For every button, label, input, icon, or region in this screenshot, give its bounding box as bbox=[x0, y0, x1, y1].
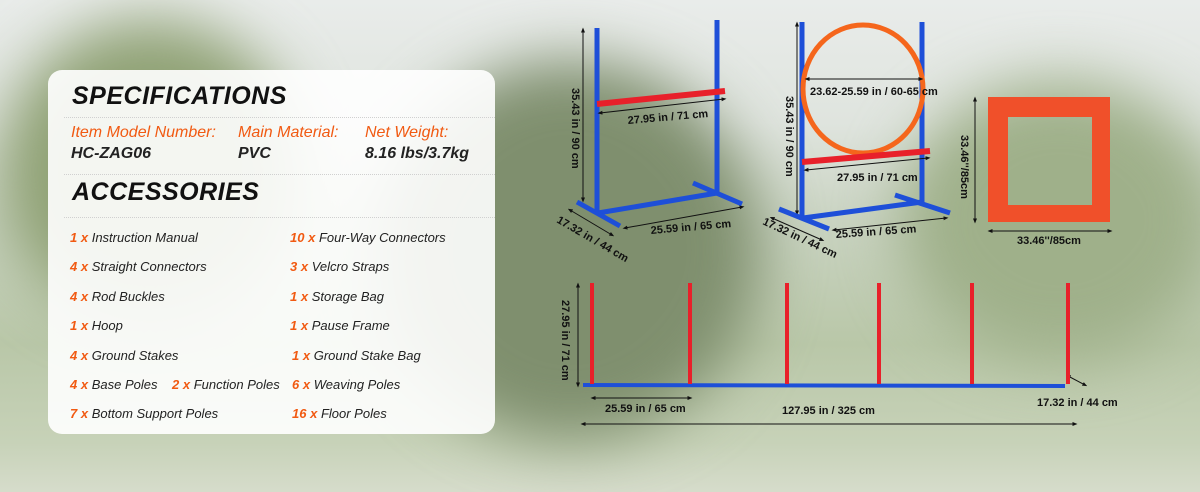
spec-label: Item Model Number: bbox=[71, 124, 216, 141]
accessory-item: 4 x Straight Connectors bbox=[70, 259, 207, 274]
accessory-qty: 4 bbox=[70, 289, 78, 304]
accessory-x: x bbox=[308, 230, 316, 245]
accessory-name: Ground Stake Bag bbox=[313, 348, 421, 363]
accessory-item: 16 x Floor Poles bbox=[292, 406, 387, 421]
accessory-item: 2 x Function Poles bbox=[172, 377, 280, 392]
accessory-qty: 1 bbox=[70, 230, 78, 245]
specifications-card: SPECIFICATIONS Item Model Number: HC-ZAG… bbox=[48, 70, 495, 434]
accessory-name: Ground Stakes bbox=[91, 348, 179, 363]
accessory-qty: 4 bbox=[70, 377, 78, 392]
dimension-label: 27.95 in / 71 cm bbox=[837, 172, 918, 184]
divider bbox=[64, 117, 495, 118]
accessory-x: x bbox=[80, 318, 89, 333]
accessory-name: Straight Connectors bbox=[91, 259, 207, 274]
accessory-name: Bottom Support Poles bbox=[91, 406, 219, 421]
dimension-label: 25.59 in / 65 cm bbox=[835, 223, 917, 241]
accessory-x: x bbox=[80, 377, 89, 392]
spec-value: PVC bbox=[238, 145, 271, 162]
accessory-item: 4 x Rod Buckles bbox=[70, 289, 165, 304]
accessory-name: Weaving Poles bbox=[313, 377, 401, 392]
accessory-x: x bbox=[310, 406, 318, 421]
accessory-item: 7 x Bottom Support Poles bbox=[70, 406, 218, 421]
dimension-label: 17.32 in / 44 cm bbox=[555, 214, 631, 265]
accessory-qty: 7 bbox=[70, 406, 78, 421]
dimension-label: 23.62-25.59 in / 60-65 cm bbox=[810, 86, 938, 98]
spec-value: 8.16 lbs/3.7kg bbox=[365, 145, 470, 162]
accessory-x: x bbox=[302, 377, 311, 392]
accessory-name: Four-Way Connectors bbox=[318, 230, 446, 245]
specifications-title: SPECIFICATIONS bbox=[72, 82, 287, 110]
accessory-item: 1 x Hoop bbox=[70, 318, 123, 333]
accessory-qty: 10 bbox=[290, 230, 305, 245]
accessory-qty: 6 bbox=[292, 377, 300, 392]
accessory-item: 4 x Ground Stakes bbox=[70, 348, 178, 363]
accessory-qty: 1 bbox=[290, 289, 298, 304]
accessory-name: Velcro Straps bbox=[311, 259, 390, 274]
accessory-x: x bbox=[300, 318, 309, 333]
dimension-label: 33.46''/85cm bbox=[958, 135, 970, 199]
hurdle-jump-diagram: 35.43 in / 90 cm 27.95 in / 71 cm 25.59 … bbox=[555, 20, 745, 265]
accessory-x: x bbox=[80, 406, 89, 421]
dimension-label: 127.95 in / 325 cm bbox=[782, 405, 875, 417]
dimension-label: 35.43 in / 90 cm bbox=[783, 96, 795, 177]
accessory-item: 10 x Four-Way Connectors bbox=[290, 230, 446, 245]
accessory-name: Rod Buckles bbox=[91, 289, 165, 304]
pause-frame-diagram: 33.46''/85cm 33.46''/85cm bbox=[958, 96, 1113, 247]
accessory-x: x bbox=[302, 348, 311, 363]
spec-label: Main Material: bbox=[238, 124, 339, 141]
accessory-qty: 1 bbox=[70, 318, 78, 333]
accessory-item: 1 x Instruction Manual bbox=[70, 230, 198, 245]
accessory-x: x bbox=[80, 259, 89, 274]
accessory-name: Floor Poles bbox=[320, 406, 387, 421]
weave-poles-diagram: 27.95 in / 71 cm 25.59 in / 65 cm 127.95… bbox=[559, 282, 1118, 426]
accessory-x: x bbox=[80, 230, 89, 245]
accessory-item: 1 x Storage Bag bbox=[290, 289, 384, 304]
accessory-item: 6 x Weaving Poles bbox=[292, 377, 400, 392]
accessory-name: Pause Frame bbox=[311, 318, 390, 333]
accessory-name: Hoop bbox=[91, 318, 123, 333]
dimension-label: 17.32 in / 44 cm bbox=[1037, 397, 1118, 409]
accessory-qty: 1 bbox=[290, 318, 298, 333]
accessory-item: 4 x Base Poles bbox=[70, 377, 157, 392]
accessory-x: x bbox=[80, 289, 89, 304]
accessory-x: x bbox=[300, 259, 309, 274]
accessory-name: Instruction Manual bbox=[91, 230, 198, 245]
accessory-name: Base Poles bbox=[91, 377, 158, 392]
divider bbox=[64, 217, 495, 218]
accessory-item: 3 x Velcro Straps bbox=[290, 259, 389, 274]
accessory-qty: 4 bbox=[70, 259, 78, 274]
accessory-x: x bbox=[182, 377, 191, 392]
accessory-item: 1 x Pause Frame bbox=[290, 318, 390, 333]
dimension-label: 35.43 in / 90 cm bbox=[569, 88, 581, 169]
dimension-label: 25.59 in / 65 cm bbox=[605, 403, 686, 415]
accessory-name: Storage Bag bbox=[311, 289, 384, 304]
spec-label: Net Weight: bbox=[365, 124, 449, 141]
spec-value: HC-ZAG06 bbox=[71, 145, 152, 162]
accessory-name: Function Poles bbox=[193, 377, 280, 392]
accessory-qty: 4 bbox=[70, 348, 78, 363]
accessory-qty: 1 bbox=[292, 348, 300, 363]
dimension-label: 27.95 in / 71 cm bbox=[627, 108, 709, 127]
accessory-qty: 16 bbox=[292, 406, 307, 421]
dimension-label: 17.32 in / 44 cm bbox=[761, 216, 839, 261]
accessories-title: ACCESSORIES bbox=[72, 178, 260, 206]
accessory-qty: 3 bbox=[290, 259, 298, 274]
accessory-x: x bbox=[80, 348, 89, 363]
dimension-label: 27.95 in / 71 cm bbox=[559, 300, 571, 381]
tire-hoop-diagram: 23.62-25.59 in / 60-65 cm 27.95 in / 71 … bbox=[761, 21, 951, 261]
dimension-label: 33.46''/85cm bbox=[1017, 235, 1081, 247]
divider bbox=[64, 174, 495, 175]
accessory-x: x bbox=[300, 289, 309, 304]
accessory-qty: 2 bbox=[172, 377, 180, 392]
accessory-item: 1 x Ground Stake Bag bbox=[292, 348, 421, 363]
